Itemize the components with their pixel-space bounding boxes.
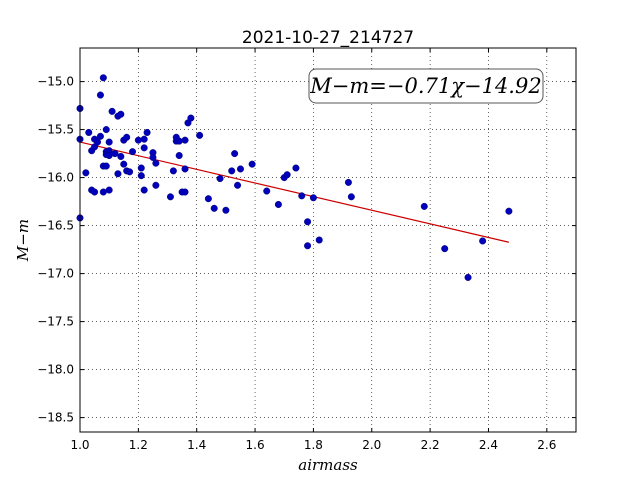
data-point — [222, 206, 230, 214]
x-tick-label: 2.0 — [362, 438, 381, 452]
data-point — [263, 187, 271, 195]
data-point — [298, 192, 306, 200]
grid — [79, 48, 576, 432]
data-point — [126, 168, 134, 176]
ticks: 1.0 1.2 1.4 1.6 1.8 2.0 2.2 2.4 2.6 −15.0 −15.5 −16… — [37, 48, 576, 452]
y-tick-label: −15.0 — [37, 75, 74, 89]
data-point — [129, 148, 137, 156]
data-point — [120, 160, 128, 168]
data-point — [283, 171, 291, 179]
data-point — [347, 193, 355, 201]
data-point — [236, 165, 244, 173]
data-point — [99, 74, 107, 82]
fit-annotation-box: M−m=−0.71χ−14.92 — [308, 68, 544, 104]
data-point — [149, 153, 157, 161]
plot-area: 1.0 1.2 1.4 1.6 1.8 2.0 2.2 2.4 2.6 −15.0 −15.5 −16… — [37, 47, 577, 452]
y-tick-label: −16.0 — [37, 171, 74, 185]
data-point — [143, 128, 151, 136]
data-point — [166, 193, 174, 201]
data-point — [505, 207, 513, 215]
y-tick-label: −18.5 — [37, 411, 74, 425]
data-point — [140, 186, 148, 194]
y-tick-label: −15.5 — [37, 123, 74, 137]
data-point — [204, 195, 212, 203]
data-point — [187, 114, 195, 122]
data-point — [196, 131, 204, 139]
x-axis-label: airmass — [298, 456, 358, 474]
y-tick-label: −16.5 — [37, 219, 74, 233]
data-point — [105, 138, 113, 146]
data-point — [152, 159, 160, 167]
data-point — [134, 136, 142, 144]
plot-frame — [79, 47, 577, 433]
fit-equation: M−m=−0.71χ−14.92 — [309, 74, 541, 98]
chart-title: 2021-10-27_214727 — [242, 28, 414, 48]
data-point — [102, 162, 110, 170]
x-tick-label: 2.4 — [479, 438, 498, 452]
data-point — [91, 188, 99, 196]
x-tick-label: 2.6 — [537, 438, 556, 452]
x-tick-label: 1.8 — [304, 438, 323, 452]
data-point — [210, 204, 218, 212]
data-point — [181, 188, 189, 196]
data-point — [114, 170, 122, 178]
data-point — [105, 186, 113, 194]
data-point — [96, 132, 104, 140]
data-point — [102, 126, 110, 134]
data-point — [231, 150, 239, 158]
data-point — [123, 133, 131, 141]
data-point — [152, 181, 160, 189]
data-point — [420, 202, 428, 210]
y-tick-label: −17.0 — [37, 267, 74, 281]
data-point — [117, 152, 125, 160]
data-point — [140, 135, 148, 143]
data-point — [464, 273, 472, 281]
data-point — [216, 175, 224, 183]
x-tick-label: 1.4 — [187, 438, 206, 452]
data-point — [479, 237, 487, 245]
data-point — [108, 107, 116, 115]
data-point — [228, 167, 236, 175]
x-tick-label: 1.2 — [129, 438, 148, 452]
data-point — [441, 245, 449, 253]
plot-background — [80, 48, 576, 432]
data-point — [175, 152, 183, 160]
data-point — [309, 194, 317, 202]
data-point — [94, 138, 102, 146]
x-tick-label: 1.0 — [70, 438, 89, 452]
data-points — [76, 74, 513, 281]
data-point — [137, 164, 145, 172]
data-point — [292, 164, 300, 172]
data-point — [96, 91, 104, 99]
data-point — [169, 167, 177, 175]
data-point — [137, 172, 145, 180]
data-point — [181, 136, 189, 144]
y-tick-label: −18.0 — [37, 363, 74, 377]
data-point — [304, 242, 312, 250]
data-point — [82, 169, 90, 177]
x-tick-label: 1.6 — [246, 438, 265, 452]
data-point — [175, 137, 183, 145]
data-point — [140, 144, 148, 152]
annotation-frame — [308, 68, 544, 104]
data-point — [105, 152, 113, 160]
data-point — [85, 128, 93, 136]
data-point — [234, 181, 242, 189]
data-point — [111, 150, 119, 158]
data-point — [99, 188, 107, 196]
data-point — [274, 200, 282, 208]
data-point — [117, 110, 125, 118]
data-point — [344, 178, 352, 186]
y-tick-label: −17.5 — [37, 315, 74, 329]
data-point — [181, 165, 189, 173]
data-point — [315, 236, 323, 244]
x-tick-label: 2.2 — [421, 438, 440, 452]
data-point — [248, 160, 256, 168]
data-point — [304, 218, 312, 226]
y-axis-label: M−m — [14, 219, 32, 262]
